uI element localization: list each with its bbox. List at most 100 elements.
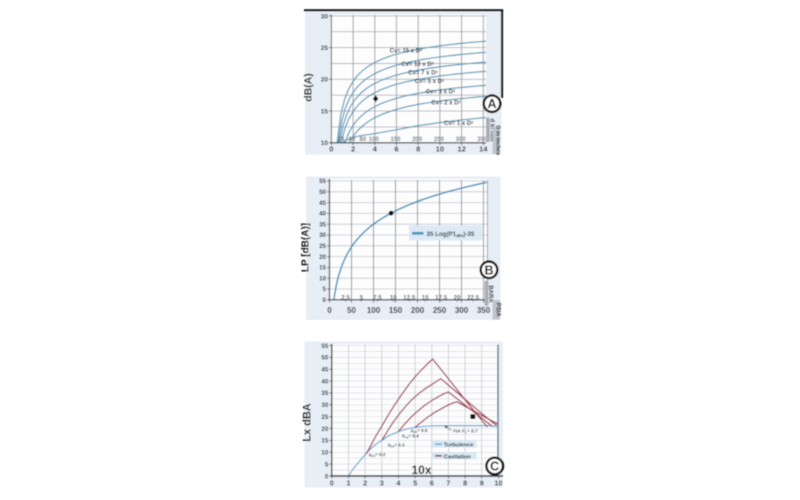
svg-text:35: 35 [319,221,326,228]
svg-text:Lx dBA: Lx dBA [302,403,314,442]
svg-text:35: 35 [321,390,328,397]
svg-text:8: 8 [463,479,467,488]
svg-text:0: 0 [330,479,334,488]
svg-text:250: 250 [434,137,445,143]
svg-text:C: C [490,460,499,474]
svg-text:d in mm: d in mm [488,118,494,141]
svg-text:15: 15 [319,265,326,272]
svg-text:10: 10 [390,294,397,301]
svg-text:Cavitation: Cavitation [444,454,472,460]
svg-text:D in inches: D in inches [494,125,500,155]
svg-text:45: 45 [319,200,326,207]
svg-text:LP [dB(A)]: LP [dB(A)] [301,223,312,272]
svg-text:5: 5 [323,286,327,293]
svg-text:20: 20 [454,294,461,301]
svg-text:40: 40 [319,211,326,218]
svg-text:XFZ= 0.4: XFZ= 0.4 [402,434,419,440]
svg-text:Cv= 3 x D2: Cv= 3 x D2 [426,88,456,96]
svg-text:50: 50 [349,137,356,143]
svg-text:200: 200 [411,306,425,315]
svg-text:10: 10 [319,275,326,282]
svg-text:A: A [487,97,496,111]
svg-text:6: 6 [394,145,398,154]
svg-text:300: 300 [456,137,467,143]
svg-text:20: 20 [321,426,328,433]
svg-text:10: 10 [321,450,328,457]
svg-text:30: 30 [321,402,328,409]
svg-text:Cv= 10 x D2: Cv= 10 x D2 [401,60,435,68]
svg-text:350: 350 [477,306,491,315]
svg-text:5: 5 [413,479,417,488]
svg-text:2: 2 [363,479,367,488]
svg-text:300: 300 [455,306,469,315]
svg-text:25: 25 [319,243,326,250]
svg-text:Cv= 1 x D2: Cv= 1 x D2 [444,119,474,127]
svg-text:0: 0 [327,306,332,315]
svg-text:10x: 10x [411,463,431,477]
svg-text:150: 150 [390,137,401,143]
svg-text:dB(A): dB(A) [303,73,315,102]
svg-text:4: 4 [373,145,378,154]
svg-text:12: 12 [457,145,465,154]
svg-text:7.5: 7.5 [373,294,382,301]
svg-text:2: 2 [351,145,355,154]
svg-text:50: 50 [321,355,328,362]
svg-text:12.5: 12.5 [403,294,416,301]
svg-text:22.5: 22.5 [467,294,480,301]
svg-text:Turbulence: Turbulence [444,443,474,449]
svg-text:150: 150 [389,306,403,315]
svg-text:0: 0 [323,297,327,304]
svg-text:50: 50 [347,306,356,315]
svg-text:15: 15 [422,294,429,301]
svg-text:100: 100 [369,137,380,143]
svg-text:Cv= 15 x D2: Cv= 15 x D2 [390,47,424,55]
svg-text:20: 20 [321,77,329,84]
svg-text:XFZ= 0.5: XFZ= 0.5 [410,428,427,434]
svg-text:250: 250 [433,306,447,315]
svg-text:1: 1 [347,479,351,488]
svg-text:20: 20 [319,254,326,261]
svg-text:45: 45 [321,367,328,374]
svg-text:Cv= 5 x D2: Cv= 5 x D2 [415,77,445,85]
svg-text:B: B [484,263,493,277]
svg-text:80: 80 [360,137,367,143]
svg-text:Cv= 7 x D2: Cv= 7 x D2 [408,69,438,77]
svg-text:5: 5 [360,294,364,301]
svg-text:10: 10 [494,479,502,488]
svg-text:8: 8 [416,145,420,154]
svg-text:9: 9 [480,479,484,488]
svg-text:4: 4 [396,479,400,488]
svg-text:15: 15 [321,109,329,116]
svg-text:25: 25 [338,137,345,143]
svg-text:XFZ= 0.2: XFZ= 0.2 [369,452,386,458]
svg-text:For FL= 0.7: For FL= 0.7 [453,428,478,434]
svg-text:BARA: BARA [487,285,493,303]
svg-text:25: 25 [321,45,329,52]
svg-text:XFZ= 0.3: XFZ= 0.3 [388,443,405,449]
svg-text:Cv= 2 x D2: Cv= 2 x D2 [431,99,461,107]
svg-text:100: 100 [367,306,381,315]
svg-text:40: 40 [321,378,328,385]
svg-text:25: 25 [321,414,328,421]
svg-text:17.5: 17.5 [435,294,448,301]
svg-text:2.5: 2.5 [341,294,350,301]
svg-text:0: 0 [329,145,333,154]
svg-text:55: 55 [319,178,326,185]
svg-text:55: 55 [321,343,328,350]
svg-text:5: 5 [325,461,329,468]
svg-text:7: 7 [446,479,450,488]
svg-text:14: 14 [479,145,488,154]
svg-text:200: 200 [412,137,423,143]
svg-text:15: 15 [321,438,328,445]
svg-text:0: 0 [325,473,329,480]
svg-text:6: 6 [430,479,434,488]
svg-text:35 Log(P1abs)-35: 35 Log(P1abs)-35 [427,231,475,238]
svg-text:50: 50 [319,189,326,196]
svg-text:30: 30 [321,13,329,20]
svg-text:10: 10 [436,145,444,154]
svg-text:30: 30 [319,232,326,239]
svg-text:350: 350 [477,137,488,143]
svg-text:3: 3 [380,479,384,488]
svg-text:10: 10 [321,140,329,147]
svg-text:PSIA: PSIA [494,303,500,318]
